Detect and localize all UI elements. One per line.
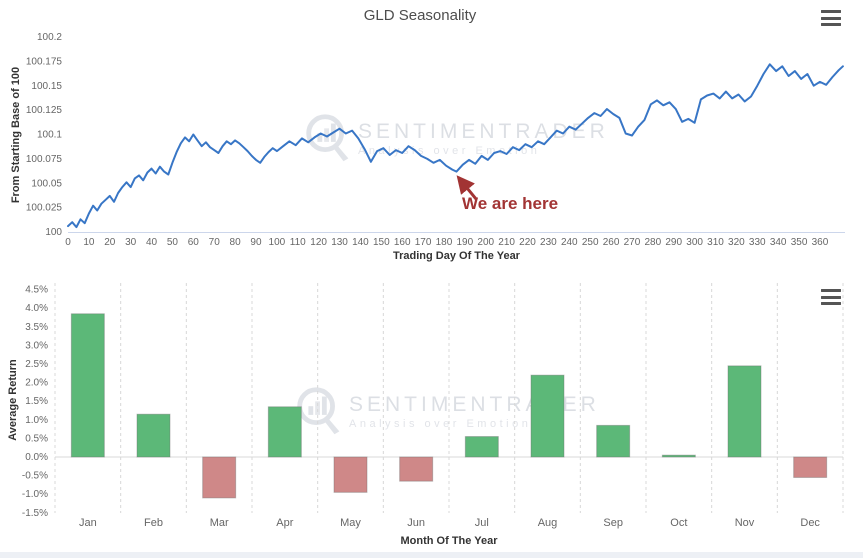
x-tick-label: 320 <box>728 237 745 248</box>
y-tick-label: 2.0% <box>25 378 48 389</box>
x-tick-label: 70 <box>209 237 221 248</box>
y-tick-label: -1.0% <box>22 489 48 500</box>
month-label: Feb <box>144 517 163 529</box>
x-tick-label: 300 <box>686 237 703 248</box>
y-tick-label: 4.5% <box>25 285 48 296</box>
y-tick-label: 100.025 <box>26 203 63 214</box>
x-tick-label: 30 <box>125 237 137 248</box>
x-tick-label: 160 <box>394 237 411 248</box>
month-label: Sep <box>603 517 623 529</box>
y-tick-label: 1.0% <box>25 415 48 426</box>
y-tick-label: 100.2 <box>37 32 62 43</box>
y-tick-label: -1.5% <box>22 508 48 519</box>
y-tick-label: 3.5% <box>25 322 48 333</box>
y-tick-label: 100.125 <box>26 105 63 116</box>
x-tick-label: 90 <box>250 237 262 248</box>
x-tick-label: 60 <box>188 237 200 248</box>
x-tick-label: 360 <box>812 237 829 248</box>
month-label: May <box>340 517 361 529</box>
x-tick-label: 10 <box>83 237 95 248</box>
y-tick-label: 100.075 <box>26 154 63 165</box>
x-tick-label: 110 <box>290 237 306 248</box>
month-return-bar <box>793 456 828 478</box>
y-tick-label: 2.5% <box>25 359 48 370</box>
x-tick-label: 230 <box>540 237 557 248</box>
month-label: Jan <box>79 517 97 529</box>
x-tick-label: 180 <box>436 237 453 248</box>
y-tick-label: 0.5% <box>25 433 48 444</box>
x-tick-label: 0 <box>65 237 71 248</box>
x-tick-label: 190 <box>457 237 474 248</box>
x-tick-label: 260 <box>603 237 620 248</box>
x-tick-label: 20 <box>104 237 116 248</box>
month-return-bar <box>399 456 434 482</box>
y-tick-label: 100.1 <box>37 130 62 141</box>
month-label: Aug <box>538 517 558 529</box>
month-return-bar <box>530 374 565 458</box>
y-tick-label: 4.0% <box>25 303 48 314</box>
x-tick-label: 290 <box>665 237 682 248</box>
month-return-bar <box>661 454 696 458</box>
y-tick-label: 100.05 <box>31 178 62 189</box>
seasonality-line-series <box>67 63 844 229</box>
x-tick-label: 170 <box>415 237 432 248</box>
x-tick-label: 350 <box>791 237 808 248</box>
month-label: Jun <box>407 517 425 529</box>
x-tick-label: 330 <box>749 237 766 248</box>
x-tick-label: 210 <box>498 237 515 248</box>
x-tick-label: 120 <box>310 237 327 248</box>
x-axis-title: Trading Day Of The Year <box>393 250 520 262</box>
y-tick-label: 0.0% <box>25 452 48 463</box>
month-label: Nov <box>735 517 755 529</box>
x-tick-label: 310 <box>707 237 724 248</box>
page-bottom-strip <box>0 552 863 558</box>
x-axis-title: Month Of The Year <box>400 535 498 547</box>
y-tick-label: -0.5% <box>22 471 48 482</box>
month-return-bar <box>333 456 368 493</box>
we-are-here-label: We are here <box>462 194 559 213</box>
x-tick-label: 220 <box>519 237 536 248</box>
chart-menu-button[interactable] <box>821 289 841 305</box>
chart-title: GLD Seasonality <box>363 7 477 24</box>
month-return-bar <box>464 436 499 458</box>
x-tick-label: 140 <box>352 237 369 248</box>
month-label: Jul <box>475 517 489 529</box>
month-return-bar <box>70 313 105 458</box>
x-tick-label: 130 <box>331 237 348 248</box>
y-tick-label: 3.0% <box>25 340 48 351</box>
x-tick-label: 80 <box>230 237 242 248</box>
month-label: Dec <box>800 517 820 529</box>
x-tick-label: 340 <box>770 237 787 248</box>
bar-plot-area: 4.5% 4.0% 3.5% 3.0% 2.5% 2.0% 1.5% 1.0% 0.5% 0.0%… <box>22 283 844 529</box>
month-return-bar <box>596 424 631 458</box>
month-return-bar <box>727 365 762 458</box>
month-label: Mar <box>210 517 229 529</box>
y-tick-label: 100.15 <box>31 81 62 92</box>
x-tick-label: 250 <box>582 237 599 248</box>
x-tick-label: 50 <box>167 237 179 248</box>
y-tick-label: 100.175 <box>26 56 63 67</box>
month-return-bar <box>136 413 171 458</box>
y-tick-label: 1.5% <box>25 396 48 407</box>
x-tick-label: 200 <box>477 237 494 248</box>
x-tick-label: 270 <box>624 237 641 248</box>
x-tick-label: 150 <box>373 237 390 248</box>
month-return-bar <box>202 456 237 499</box>
x-tick-label: 240 <box>561 237 578 248</box>
month-return-bar <box>267 406 302 458</box>
line-plot-area: 100.2100.175100.15100.125100.1100.075100… <box>26 32 845 248</box>
y-tick-label: 100 <box>45 227 62 238</box>
month-label: Apr <box>276 517 293 529</box>
x-tick-label: 280 <box>644 237 661 248</box>
x-tick-label: 100 <box>269 237 286 248</box>
we-are-here-arrow <box>456 175 478 201</box>
month-label: Oct <box>670 517 687 529</box>
chart-menu-button[interactable] <box>821 10 841 26</box>
x-tick-label: 40 <box>146 237 158 248</box>
